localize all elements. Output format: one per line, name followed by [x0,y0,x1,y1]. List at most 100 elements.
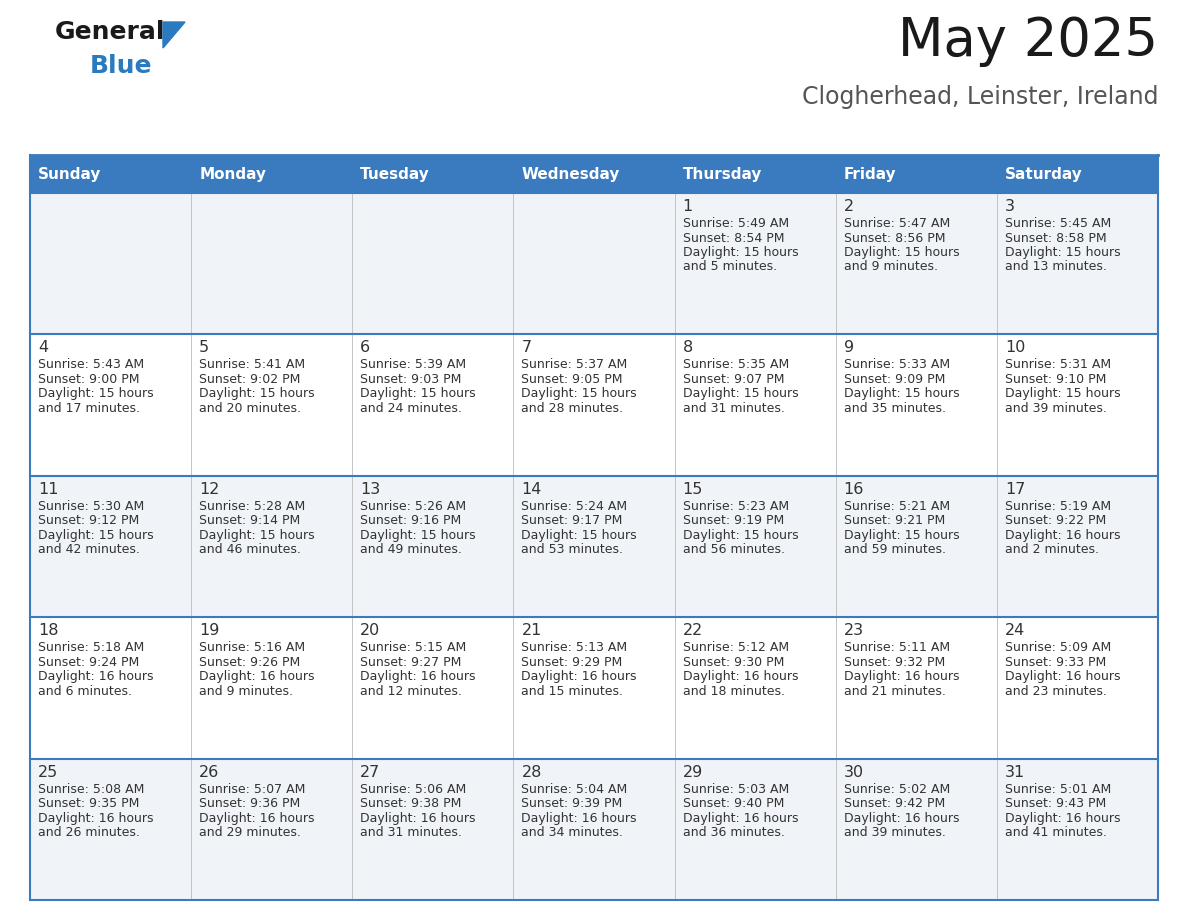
Text: 4: 4 [38,341,49,355]
Text: Friday: Friday [843,166,896,182]
Text: Sunset: 9:05 PM: Sunset: 9:05 PM [522,373,623,386]
Text: 23: 23 [843,623,864,638]
Text: Sunset: 9:32 PM: Sunset: 9:32 PM [843,655,944,668]
Text: and 46 minutes.: and 46 minutes. [200,543,301,556]
Text: 14: 14 [522,482,542,497]
Text: 21: 21 [522,623,542,638]
Text: Sunrise: 5:19 AM: Sunrise: 5:19 AM [1005,499,1111,513]
Text: Daylight: 16 hours: Daylight: 16 hours [38,670,153,683]
Text: Sunrise: 5:15 AM: Sunrise: 5:15 AM [360,641,467,655]
Bar [513,155,675,193]
Text: Sunset: 9:14 PM: Sunset: 9:14 PM [200,514,301,527]
Text: and 6 minutes.: and 6 minutes. [38,685,132,698]
Text: Daylight: 15 hours: Daylight: 15 hours [522,529,637,542]
Text: Daylight: 16 hours: Daylight: 16 hours [200,670,315,683]
Text: Sunrise: 5:13 AM: Sunrise: 5:13 AM [522,641,627,655]
Bar [30,155,191,193]
Text: 5: 5 [200,341,209,355]
Text: and 35 minutes.: and 35 minutes. [843,402,946,415]
Text: Daylight: 16 hours: Daylight: 16 hours [1005,670,1120,683]
Text: and 31 minutes.: and 31 minutes. [683,402,784,415]
Text: General: General [55,20,165,44]
Text: Daylight: 15 hours: Daylight: 15 hours [683,387,798,400]
Text: Sunset: 9:40 PM: Sunset: 9:40 PM [683,797,784,810]
Text: Daylight: 16 hours: Daylight: 16 hours [683,812,798,824]
Text: Daylight: 16 hours: Daylight: 16 hours [360,812,475,824]
Text: Sunset: 9:03 PM: Sunset: 9:03 PM [360,373,462,386]
Text: and 59 minutes.: and 59 minutes. [843,543,946,556]
Text: 16: 16 [843,482,864,497]
Text: 11: 11 [38,482,58,497]
Text: Sunrise: 5:43 AM: Sunrise: 5:43 AM [38,358,144,372]
Text: Daylight: 15 hours: Daylight: 15 hours [843,246,960,259]
Text: Sunset: 9:36 PM: Sunset: 9:36 PM [200,797,301,810]
Text: Sunset: 9:35 PM: Sunset: 9:35 PM [38,797,139,810]
Bar [997,155,1158,193]
Text: Sunset: 9:39 PM: Sunset: 9:39 PM [522,797,623,810]
Text: Daylight: 15 hours: Daylight: 15 hours [843,387,960,400]
Text: 27: 27 [360,765,380,779]
Text: Sunrise: 5:12 AM: Sunrise: 5:12 AM [683,641,789,655]
Text: 10: 10 [1005,341,1025,355]
Text: Sunrise: 5:06 AM: Sunrise: 5:06 AM [360,783,467,796]
Text: and 24 minutes.: and 24 minutes. [360,402,462,415]
Bar [191,155,353,193]
Text: Sunrise: 5:11 AM: Sunrise: 5:11 AM [843,641,950,655]
Text: and 29 minutes.: and 29 minutes. [200,826,301,839]
Text: Sunset: 9:12 PM: Sunset: 9:12 PM [38,514,139,527]
Text: Daylight: 15 hours: Daylight: 15 hours [200,387,315,400]
Text: and 36 minutes.: and 36 minutes. [683,826,784,839]
Text: Daylight: 16 hours: Daylight: 16 hours [843,812,959,824]
Text: 9: 9 [843,341,854,355]
Text: Sunrise: 5:23 AM: Sunrise: 5:23 AM [683,499,789,513]
Text: Daylight: 15 hours: Daylight: 15 hours [683,529,798,542]
Text: Clogherhead, Leinster, Ireland: Clogherhead, Leinster, Ireland [802,85,1158,109]
Text: Sunset: 9:24 PM: Sunset: 9:24 PM [38,655,139,668]
Text: and 20 minutes.: and 20 minutes. [200,402,301,415]
Text: Daylight: 15 hours: Daylight: 15 hours [843,529,960,542]
Text: Sunset: 8:56 PM: Sunset: 8:56 PM [843,231,946,244]
Text: Sunrise: 5:24 AM: Sunrise: 5:24 AM [522,499,627,513]
Text: 26: 26 [200,765,220,779]
Text: and 28 minutes.: and 28 minutes. [522,402,624,415]
Text: and 34 minutes.: and 34 minutes. [522,826,624,839]
Text: and 21 minutes.: and 21 minutes. [843,685,946,698]
Text: Sunset: 9:33 PM: Sunset: 9:33 PM [1005,655,1106,668]
Text: 18: 18 [38,623,58,638]
Bar [30,476,1158,617]
Text: 19: 19 [200,623,220,638]
Text: Thursday: Thursday [683,166,762,182]
Text: Tuesday: Tuesday [360,166,430,182]
Text: 25: 25 [38,765,58,779]
Text: and 39 minutes.: and 39 minutes. [1005,402,1107,415]
Text: Daylight: 15 hours: Daylight: 15 hours [1005,246,1120,259]
Text: Sunrise: 5:03 AM: Sunrise: 5:03 AM [683,783,789,796]
Text: Sunset: 9:02 PM: Sunset: 9:02 PM [200,373,301,386]
Text: Sunrise: 5:02 AM: Sunrise: 5:02 AM [843,783,950,796]
Text: and 49 minutes.: and 49 minutes. [360,543,462,556]
Text: Sunset: 9:22 PM: Sunset: 9:22 PM [1005,514,1106,527]
Text: Sunset: 9:10 PM: Sunset: 9:10 PM [1005,373,1106,386]
Text: and 18 minutes.: and 18 minutes. [683,685,784,698]
Text: 17: 17 [1005,482,1025,497]
Text: Sunset: 9:21 PM: Sunset: 9:21 PM [843,514,944,527]
Text: 15: 15 [683,482,703,497]
Text: Sunrise: 5:37 AM: Sunrise: 5:37 AM [522,358,627,372]
Text: Daylight: 16 hours: Daylight: 16 hours [38,812,153,824]
Text: Sunrise: 5:04 AM: Sunrise: 5:04 AM [522,783,627,796]
Polygon shape [163,22,185,48]
Text: 1: 1 [683,199,693,214]
Text: Daylight: 16 hours: Daylight: 16 hours [683,670,798,683]
Text: 22: 22 [683,623,703,638]
Text: Sunrise: 5:08 AM: Sunrise: 5:08 AM [38,783,145,796]
Text: Daylight: 15 hours: Daylight: 15 hours [522,387,637,400]
Text: Daylight: 15 hours: Daylight: 15 hours [38,529,153,542]
Text: and 26 minutes.: and 26 minutes. [38,826,140,839]
Text: Sunrise: 5:31 AM: Sunrise: 5:31 AM [1005,358,1111,372]
Text: Sunset: 9:17 PM: Sunset: 9:17 PM [522,514,623,527]
Text: and 15 minutes.: and 15 minutes. [522,685,624,698]
Text: Sunrise: 5:41 AM: Sunrise: 5:41 AM [200,358,305,372]
Text: Sunday: Sunday [38,166,101,182]
Text: 24: 24 [1005,623,1025,638]
Text: 30: 30 [843,765,864,779]
